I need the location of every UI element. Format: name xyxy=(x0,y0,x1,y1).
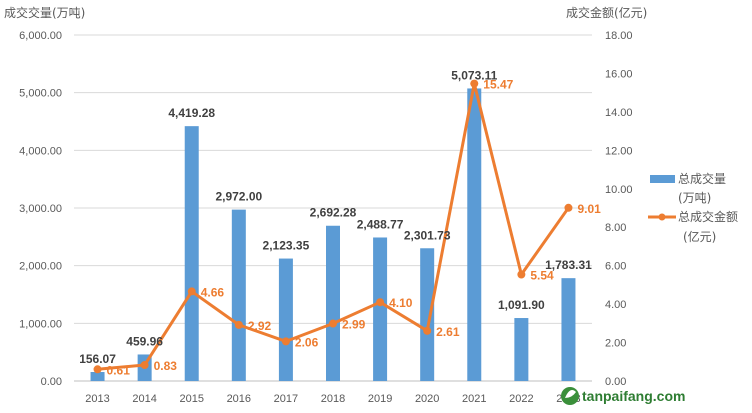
line-data-labels: 0.61 0.83 4.66 2.92 2.06 2.99 4.10 2.61 15.47 5.5… xyxy=(107,78,602,378)
line-series xyxy=(93,79,573,374)
x-axis-tick-label: 2018 xyxy=(321,393,345,405)
right-axis-tick-label: 4.00 xyxy=(605,299,626,311)
bar xyxy=(90,371,105,381)
right-axis-tick-label: 12.00 xyxy=(605,145,633,157)
line-data-label: 2.61 xyxy=(436,325,460,339)
bar xyxy=(326,225,340,381)
bar-data-label: 1,783.31 xyxy=(545,258,592,272)
line-data-label: 15.47 xyxy=(483,78,513,92)
bar xyxy=(184,126,199,382)
line-point xyxy=(517,270,526,279)
right-axis-tick-label: 8.00 xyxy=(605,222,626,234)
right-axis-tick-label: 14.00 xyxy=(605,107,633,119)
left-axis-title: 成交交量(万吨) xyxy=(4,5,85,20)
left-axis-tick-label: 2,000.00 xyxy=(19,261,62,273)
left-axis-tick-label: 3,000.00 xyxy=(19,203,62,215)
bar-data-label: 2,301.73 xyxy=(404,228,451,242)
right-axis-tick-label: 6.00 xyxy=(605,261,626,273)
x-axis-tick-label: 2017 xyxy=(274,393,298,405)
bar xyxy=(561,278,576,381)
line-data-label: 2.99 xyxy=(342,318,366,332)
right-axis-tick-label: 10.00 xyxy=(605,184,633,196)
left-axis-tick-label: 6,000.00 xyxy=(19,30,62,42)
line-data-label: 5.54 xyxy=(530,269,554,283)
bar xyxy=(467,88,482,381)
bar-data-label: 5,073.11 xyxy=(451,68,497,82)
bar xyxy=(278,258,293,381)
line-point xyxy=(329,319,337,328)
bar xyxy=(373,237,388,381)
line-data-label: 2.92 xyxy=(248,319,272,333)
bar-data-label: 156.07 xyxy=(79,352,116,366)
legend-bar-swatch xyxy=(650,175,675,183)
bar-data-labels: 156.07 459.96 4,419.28 2,972.00 2,123.35 2,69… xyxy=(79,68,592,366)
line-data-label: 4.10 xyxy=(389,296,413,310)
x-axis-tick-label: 2014 xyxy=(132,393,156,405)
bar xyxy=(420,248,435,381)
legend-line-unit: (亿元) xyxy=(683,229,716,244)
line-point xyxy=(281,337,290,346)
x-axis-tick-label: 2015 xyxy=(179,393,203,405)
line-point xyxy=(376,298,385,307)
line-data-label: 2.06 xyxy=(295,335,319,349)
x-axis-tick-label: 2022 xyxy=(509,393,533,405)
x-axis-tick-label: 2020 xyxy=(415,393,439,405)
right-axis-tick-label: 18.00 xyxy=(605,30,633,42)
line-data-label: 9.01 xyxy=(577,202,601,216)
bar-data-label: 1,091.90 xyxy=(498,298,545,312)
legend: 总成交量 (万吨) 总成交金额 (亿元) xyxy=(648,171,738,244)
right-axis-title: 成交金额(亿元) xyxy=(566,5,647,20)
bar-data-label: 459.96 xyxy=(126,334,163,348)
bar-data-label: 4,419.28 xyxy=(168,106,215,120)
right-axis-tick-label: 2.00 xyxy=(605,338,626,350)
right-axis-ticks: 0.00 2.00 4.00 6.00 8.00 10.00 12.00 14.00 16.00… xyxy=(605,30,633,388)
line-point xyxy=(564,203,573,212)
left-axis-tick-label: 1,000.00 xyxy=(19,318,62,330)
left-axis-tick-label: 0.00 xyxy=(41,376,62,388)
left-axis-tick-label: 5,000.00 xyxy=(19,88,62,100)
legend-line-marker xyxy=(658,213,666,221)
legend-bar-label: 总成交量 xyxy=(678,171,726,186)
line-point xyxy=(140,361,149,370)
bar-data-label: 2,972.00 xyxy=(215,190,262,204)
right-axis-tick-label: 0.00 xyxy=(605,376,626,388)
line-point xyxy=(187,287,196,296)
line-data-label: 0.61 xyxy=(107,363,131,377)
left-axis-tick-label: 4,000.00 xyxy=(19,145,62,157)
x-axis-tick-label: 2021 xyxy=(462,393,486,405)
bar xyxy=(231,209,246,381)
line-point xyxy=(234,320,243,329)
line-point xyxy=(423,326,432,335)
line-data-label: 4.66 xyxy=(201,285,225,299)
legend-bar-unit: (万吨) xyxy=(678,191,711,205)
x-axis-tick-label: 2019 xyxy=(368,393,392,405)
watermark-logo xyxy=(561,387,579,405)
bar-data-label: 2,488.77 xyxy=(357,217,404,231)
x-axis-tick-label: 2016 xyxy=(227,393,251,405)
watermark-text: tanpaifang.com xyxy=(582,388,685,404)
bar-series xyxy=(90,88,576,382)
line-point xyxy=(470,79,479,88)
bar-data-label: 2,692.28 xyxy=(310,206,357,220)
right-axis-tick-label: 16.00 xyxy=(605,68,633,80)
x-axis-ticks: 2013 2014 2015 2016 2017 2018 2019 2020 2021 2022… xyxy=(85,393,580,405)
line-point xyxy=(93,365,102,374)
bar-data-label: 2,123.35 xyxy=(263,239,310,253)
x-axis-tick-label: 2013 xyxy=(85,393,109,405)
bar xyxy=(514,318,529,381)
line-data-label: 0.83 xyxy=(154,359,178,373)
left-axis-ticks: 0.00 1,000.00 2,000.00 3,000.00 4,000.00 5,00… xyxy=(19,30,62,388)
legend-line-label: 总成交金额 xyxy=(678,209,738,224)
watermark: tanpaifang.com xyxy=(561,387,685,405)
